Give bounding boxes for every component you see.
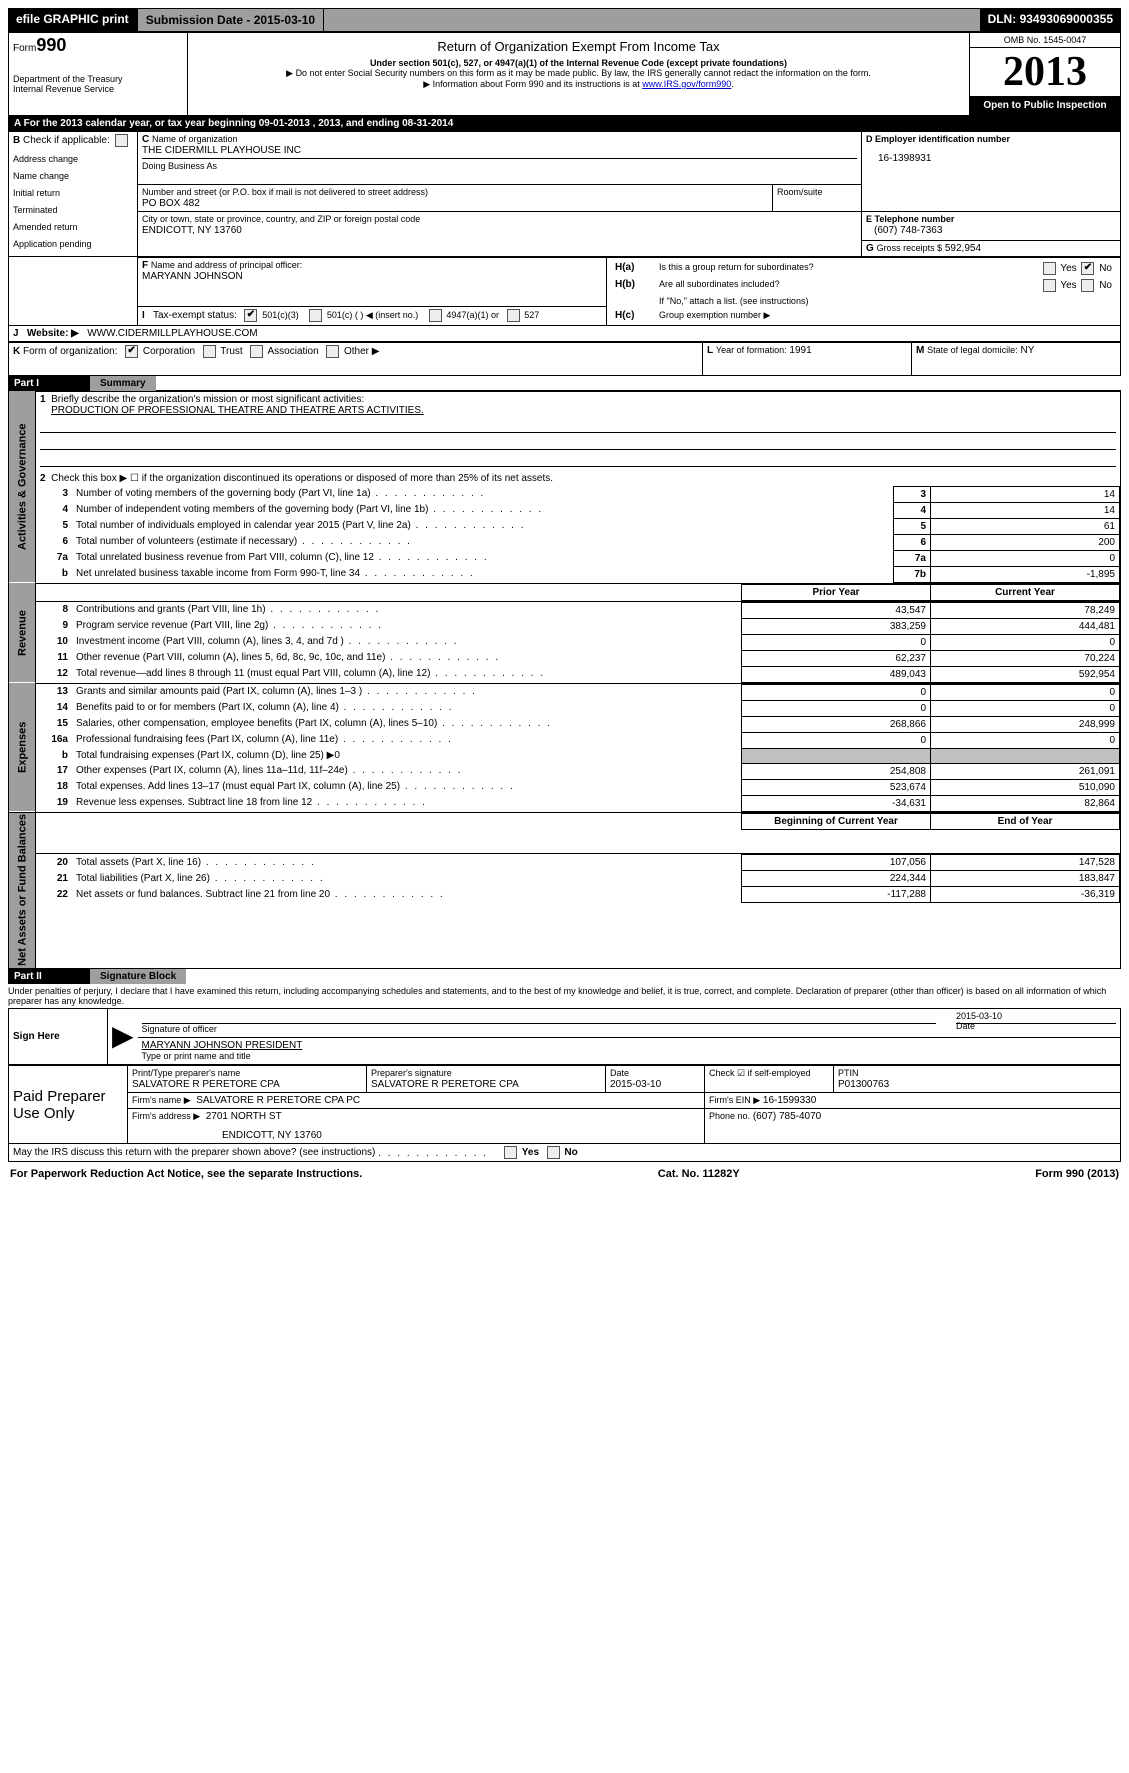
paid-preparer-block: Paid Preparer Use Only Print/Type prepar… [8, 1065, 1121, 1162]
form-sub3: ▶ Information about Form 990 and its ins… [192, 79, 965, 90]
signature-block: Sign Here ▶ Signature of officer 2015-03… [8, 1008, 1121, 1065]
principal-officer: MARYANN JOHNSON [142, 271, 243, 282]
side-governance: Activities & Governance [9, 391, 36, 583]
org-name: THE CIDERMILL PLAYHOUSE INC [142, 145, 301, 156]
check-b-item: Application pending [13, 236, 133, 253]
preparer-name: SALVATORE R PERETORE CPA [132, 1079, 280, 1090]
officer-name-title: MARYANN JOHNSON PRESIDENT [142, 1040, 1116, 1051]
org-city: ENDICOTT, NY 13760 [142, 225, 242, 236]
side-revenue: Revenue [9, 583, 36, 683]
dln-badge: DLN: 93493069000355 [980, 8, 1121, 32]
preparer-sig: SALVATORE R PERETORE CPA [371, 1079, 519, 1090]
part1-table: Activities & Governance 1 Briefly descri… [8, 391, 1121, 970]
label-e: E Telephone number [866, 214, 954, 224]
label-d: D Employer identification number [866, 134, 1010, 144]
page-footer: For Paperwork Reduction Act Notice, see … [8, 1162, 1121, 1180]
tax-year: 2013 [970, 48, 1120, 96]
klm-row: K Form of organization: Corporation Trus… [8, 342, 1121, 376]
form-title: Return of Organization Exempt From Incom… [192, 35, 965, 58]
footer-right: Form 990 (2013) [1035, 1168, 1119, 1180]
check-b-item: Amended return [13, 219, 133, 236]
identity-block: B Check if applicable: Address changeNam… [8, 131, 1121, 257]
check-b-item: Terminated [13, 202, 133, 219]
topbar-spacer [324, 8, 979, 32]
preparer-date: 2015-03-10 [610, 1079, 661, 1090]
firm-addr1: 2701 NORTH ST [206, 1111, 282, 1122]
footer-mid: Cat. No. 11282Y [658, 1168, 740, 1180]
fh-block: F Name and address of principal officer:… [8, 257, 1121, 342]
part1-header: Part I Summary [8, 376, 1121, 391]
part2-header: Part II Signature Block [8, 969, 1121, 984]
dept-treasury: Department of the Treasury [13, 74, 183, 84]
sign-arrow-icon: ▶ [112, 1020, 134, 1051]
checkbox-applicable[interactable] [115, 134, 128, 147]
dept-irs: Internal Revenue Service [13, 84, 183, 94]
mission: PRODUCTION OF PROFESSIONAL THEATRE AND T… [51, 405, 424, 416]
form-header: Form990 Department of the Treasury Inter… [8, 32, 1121, 116]
firm-name: SALVATORE R PERETORE CPA PC [196, 1095, 360, 1106]
top-bar: efile GRAPHIC print Submission Date - 20… [8, 8, 1121, 32]
gross-receipts: 592,954 [945, 243, 981, 254]
form-number: 990 [36, 35, 66, 55]
governance-rows: 3 Number of voting members of the govern… [36, 486, 1120, 583]
firm-addr2: ENDICOTT, NY 13760 [132, 1130, 322, 1141]
check-list-b: Address changeName changeInitial returnT… [13, 151, 133, 254]
firm-ein: 16-1599330 [763, 1095, 816, 1106]
submission-date: Submission Date - 2015-03-10 [137, 8, 324, 32]
revenue-rows: 8 Contributions and grants (Part VIII, l… [36, 602, 1120, 683]
form-label: Form [13, 43, 36, 54]
side-net: Net Assets or Fund Balances [9, 812, 36, 969]
form-sub1: Under section 501(c), 527, or 4947(a)(1)… [192, 58, 965, 68]
expense-rows: 13 Grants and similar amounts paid (Part… [36, 684, 1120, 812]
ein: 16-1398931 [866, 145, 1116, 164]
check-b-item: Address change [13, 151, 133, 168]
firm-phone: (607) 785-4070 [753, 1111, 821, 1122]
omb-no: OMB No. 1545-0047 [970, 33, 1120, 48]
org-address: PO BOX 482 [142, 198, 200, 209]
side-expenses: Expenses [9, 683, 36, 812]
form-sub2: ▶ Do not enter Social Security numbers o… [192, 68, 965, 79]
irs-link[interactable]: www.IRS.gov/form990 [642, 79, 731, 89]
org-phone: (607) 748-7363 [866, 225, 942, 236]
ptin: P01300763 [838, 1079, 889, 1090]
section-a-line: A For the 2013 calendar year, or tax yea… [8, 116, 1121, 131]
website: WWW.CIDERMILLPLAYHOUSE.COM [87, 328, 257, 339]
footer-left: For Paperwork Reduction Act Notice, see … [10, 1168, 362, 1180]
check-b-item: Name change [13, 168, 133, 185]
efile-badge: efile GRAPHIC print [8, 8, 137, 32]
net-rows: 20 Total assets (Part X, line 16) 107,05… [36, 854, 1120, 903]
label-b: B [13, 135, 20, 146]
label-c: C [142, 134, 149, 145]
perjury-statement: Under penalties of perjury, I declare th… [8, 984, 1121, 1008]
open-to-public: Open to Public Inspection [970, 96, 1120, 115]
check-b-item: Initial return [13, 185, 133, 202]
